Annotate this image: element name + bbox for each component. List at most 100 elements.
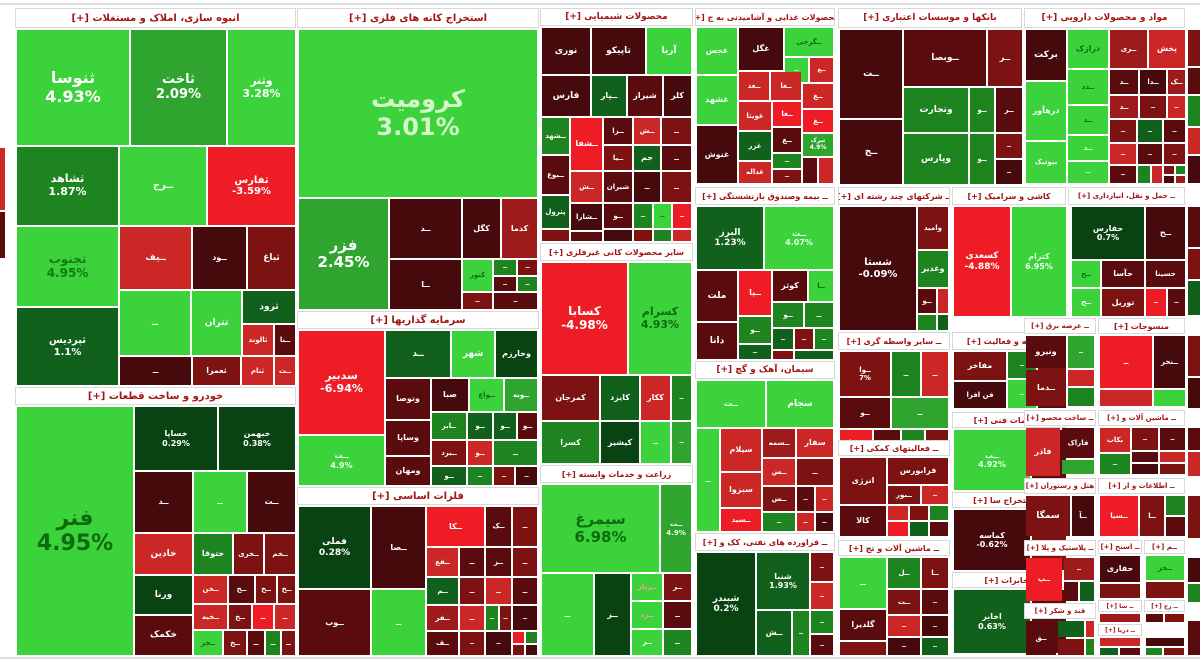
stock-tile[interactable] [1188, 128, 1200, 154]
stock-tile[interactable]: ــ [1068, 162, 1108, 183]
sector-header[interactable]: منسوجات [+] [1098, 318, 1185, 334]
stock-tile[interactable]: فملی 0.28% [299, 507, 370, 588]
stock-tile[interactable]: ککار [641, 376, 670, 420]
stock-tile[interactable]: ــزد [632, 602, 662, 628]
stock-tile[interactable]: کالا [840, 506, 886, 536]
stock-tile[interactable] [1100, 390, 1152, 406]
stock-tile[interactable] [1188, 558, 1200, 582]
sector-header[interactable]: خودرو و ساخت قطعات [+] [15, 387, 296, 405]
stock-tile[interactable]: ــ [516, 467, 537, 485]
stock-tile[interactable]: ــخم [265, 534, 295, 574]
stock-tile[interactable] [938, 289, 948, 313]
stock-tile[interactable]: ــو [970, 88, 994, 132]
stock-tile[interactable]: ــخ [278, 576, 295, 603]
stock-tile[interactable]: سبزوا [721, 473, 761, 507]
stock-tile[interactable]: کرومیت 3.01% [299, 30, 537, 197]
stock-tile[interactable] [1160, 464, 1185, 474]
sector-header[interactable]: ــ دریا [+] [1098, 624, 1142, 636]
stock-tile[interactable]: حفارس 0.7% [1072, 207, 1144, 259]
stock-tile[interactable]: ــفع [427, 548, 458, 576]
stock-tile[interactable]: غزر [739, 132, 771, 160]
stock-tile[interactable] [930, 506, 948, 520]
stock-tile[interactable]: غگل [739, 28, 783, 70]
sector-header[interactable]: زراعت و خدمات وابسته [+] [540, 465, 693, 483]
stock-tile[interactable]: ــگرجی [785, 28, 833, 56]
stock-tile[interactable]: ــح [1072, 289, 1100, 316]
stock-tile[interactable]: ــخ [224, 631, 246, 655]
stock-tile[interactable] [1100, 614, 1140, 622]
stock-tile[interactable]: ــس [763, 459, 795, 485]
stock-tile[interactable]: ــ [816, 487, 833, 511]
stock-tile[interactable]: ــ [1164, 120, 1185, 142]
stock-tile[interactable] [1100, 638, 1140, 646]
stock-tile[interactable]: ملت [697, 271, 737, 321]
stock-tile[interactable]: ــ [654, 204, 671, 228]
sector-header[interactable]: فلزات اساسی [+] [297, 487, 539, 505]
stock-tile[interactable]: ــخز [1146, 556, 1184, 580]
sector-header[interactable]: ــ عرضه برق [+] [1024, 318, 1096, 334]
stock-tile[interactable]: ــ [697, 429, 719, 531]
stock-tile[interactable]: تبرک 4.9% [803, 134, 833, 156]
stock-tile[interactable]: ــ [1138, 120, 1162, 142]
stock-tile[interactable]: حفاری [1100, 556, 1140, 582]
stock-tile[interactable]: ــ [773, 154, 801, 168]
stock-tile[interactable]: غشهد [697, 76, 737, 124]
sector-header[interactable]: کاشی و سرامیک [+] [952, 187, 1066, 205]
stock-tile[interactable]: ــ [486, 606, 498, 630]
stock-tile[interactable]: ــ [460, 578, 484, 604]
stock-tile[interactable]: دانا [697, 323, 737, 359]
stock-tile[interactable]: ــ [1110, 166, 1136, 183]
stock-tile[interactable]: گلدیرا [840, 610, 886, 640]
stock-tile[interactable]: ــ [1068, 336, 1094, 368]
stock-tile[interactable]: ــد [1068, 136, 1108, 160]
stock-tile[interactable]: ــ [518, 277, 537, 291]
stock-tile[interactable]: ــ [815, 329, 833, 349]
stock-tile[interactable]: ــخ [840, 120, 902, 184]
stock-tile[interactable] [673, 230, 691, 241]
sector-header[interactable]: ــ پلاستیک و پلا [+] [1024, 540, 1096, 556]
sector-header[interactable]: ــ بیمه وصندوق بازنشستگی [+] [695, 187, 835, 205]
sector-header[interactable]: ــ سایر واسطه گری [+] [838, 332, 950, 350]
stock-tile[interactable]: ــو [604, 204, 632, 228]
stock-tile[interactable]: ــوبصا [904, 30, 986, 86]
stock-tile[interactable]: ــ [888, 616, 920, 636]
stock-tile[interactable]: ــ [797, 487, 814, 511]
stock-tile[interactable]: ــ [922, 590, 948, 614]
stock-tile[interactable]: ــ [664, 602, 691, 628]
sector-header[interactable]: ــم [+] [1144, 540, 1185, 554]
stock-tile[interactable]: جم [634, 146, 660, 170]
stock-tile[interactable]: ــغا [773, 102, 801, 126]
stock-tile[interactable] [1062, 460, 1094, 474]
stock-tile[interactable]: ــد [135, 472, 192, 532]
stock-tile[interactable]: ــو [739, 317, 771, 343]
stock-tile[interactable]: کماسه -0.62% [954, 510, 1030, 570]
stock-tile[interactable]: ــپا [739, 271, 771, 315]
stock-tile[interactable]: ــ [513, 548, 537, 576]
stock-tile[interactable]: ــ [1110, 120, 1136, 142]
stock-tile[interactable]: ــ [1140, 96, 1166, 118]
stock-tile[interactable]: ثباغ [248, 227, 295, 289]
stock-tile[interactable] [819, 158, 833, 183]
stock-tile[interactable] [542, 230, 569, 241]
stock-tile[interactable]: ــ [1164, 144, 1185, 164]
stock-tile[interactable]: غنوش [697, 126, 737, 183]
stock-tile[interactable] [1188, 249, 1200, 279]
stock-tile[interactable] [1188, 378, 1200, 408]
stock-tile[interactable]: پترول [542, 196, 569, 228]
stock-tile[interactable]: وتجارت [904, 88, 968, 132]
stock-tile[interactable]: ــو [468, 413, 492, 439]
sector-header[interactable]: ــ ساخت محصو [+] [1024, 410, 1096, 426]
stock-tile[interactable]: ــو [840, 398, 890, 428]
stock-tile[interactable]: ــ [513, 507, 537, 546]
stock-tile[interactable]: ــ [468, 467, 492, 485]
stock-tile[interactable]: وتوصا [386, 379, 430, 419]
sector-header[interactable]: سرمایه گذاریها [+] [297, 311, 539, 329]
stock-tile[interactable]: نوری [542, 28, 590, 74]
stock-tile[interactable]: کگل [463, 199, 500, 258]
stock-tile[interactable]: ــ [1110, 144, 1136, 164]
stock-tile[interactable]: ــ [486, 632, 511, 655]
stock-tile[interactable] [888, 522, 908, 536]
stock-tile[interactable]: ــ [773, 329, 793, 349]
stock-tile[interactable]: ــا [809, 271, 833, 301]
stock-tile[interactable]: کایزد [601, 376, 639, 420]
